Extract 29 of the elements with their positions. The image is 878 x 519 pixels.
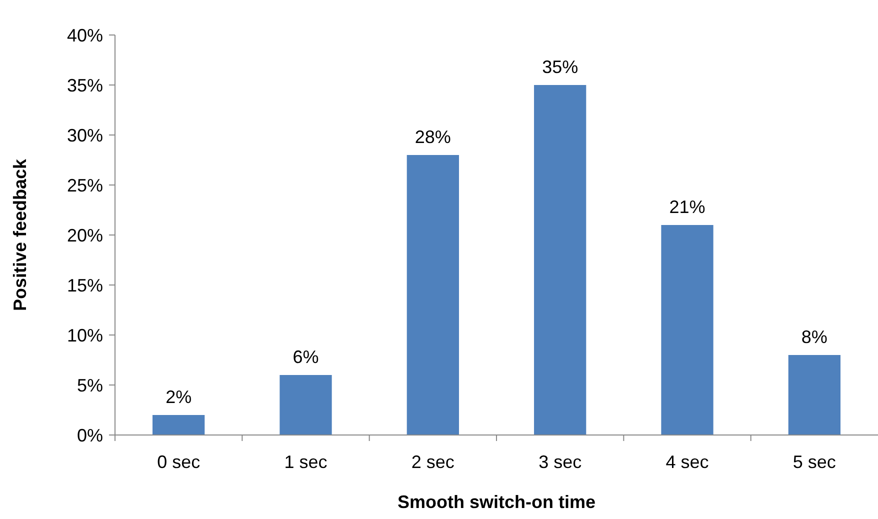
y-axis-title: Positive feedback bbox=[10, 158, 30, 312]
data-label: 28% bbox=[414, 127, 451, 147]
y-tick-label: 30% bbox=[66, 125, 103, 146]
bar bbox=[788, 355, 840, 435]
x-axis-title: Smooth switch-on time bbox=[398, 492, 596, 512]
data-label: 2% bbox=[166, 387, 192, 407]
y-tick-label: 40% bbox=[66, 25, 103, 46]
data-label: 6% bbox=[292, 347, 319, 367]
x-tick-label: 5 sec bbox=[792, 452, 836, 472]
bar bbox=[406, 155, 459, 435]
y-tick-label: 0% bbox=[76, 425, 103, 446]
x-tick-label: 0 sec bbox=[157, 452, 200, 472]
y-tick-label: 10% bbox=[66, 325, 103, 346]
bar bbox=[280, 375, 332, 435]
y-tick-label: 5% bbox=[76, 375, 103, 396]
x-tick-label: 3 sec bbox=[538, 452, 582, 472]
x-tick-label: 4 sec bbox=[666, 452, 709, 472]
y-tick-label: 25% bbox=[66, 175, 103, 196]
x-tick-label: 1 sec bbox=[284, 452, 328, 472]
y-tick-label: 35% bbox=[66, 75, 103, 96]
data-label: 8% bbox=[801, 327, 828, 347]
data-label: 35% bbox=[542, 57, 578, 77]
y-tick-label: 15% bbox=[66, 275, 103, 296]
bar bbox=[661, 225, 714, 435]
y-tick-label: 20% bbox=[66, 225, 103, 246]
x-tick-label: 2 sec bbox=[411, 452, 454, 472]
data-label: 21% bbox=[669, 197, 706, 217]
bar bbox=[534, 85, 586, 435]
bar bbox=[152, 415, 205, 435]
